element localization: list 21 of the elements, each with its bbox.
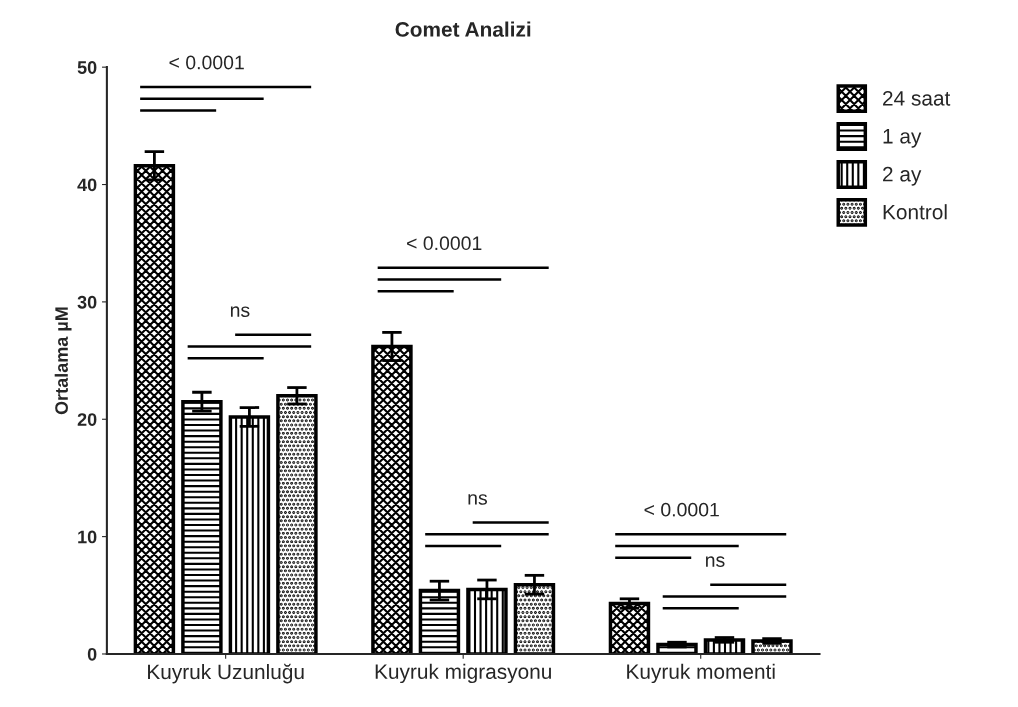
legend-label: 2 ay: [883, 166, 922, 186]
legend-label: 1 ay: [883, 129, 922, 148]
legend-label: 24 saat: [883, 90, 951, 106]
legend-label: Kontrol: [883, 204, 947, 220]
annotation: ns: [468, 494, 488, 505]
annotation: ns: [230, 306, 250, 318]
x-tick-label: Kuyruk Uzunluğu: [148, 663, 304, 684]
y-axis-title: Ortalama µM: [54, 307, 72, 415]
y-tick-label: 0: [87, 647, 97, 661]
annotation: < 0.0001: [169, 55, 244, 70]
x-tick-label: Kuyruk migrasyonu: [375, 663, 551, 684]
annotation: < 0.0001: [644, 502, 719, 517]
annotation: < 0.0001: [407, 236, 482, 251]
chart-title: Comet Analizi: [395, 21, 531, 37]
x-tick-label: Kuyruk momenti: [627, 663, 775, 684]
y-tick-label: 10: [78, 530, 97, 544]
y-tick-label: 30: [77, 295, 97, 309]
y-tick-label: 50: [77, 61, 97, 74]
y-tick-label: 20: [77, 413, 97, 426]
y-tick-label: 40: [77, 178, 97, 192]
annotation: ns: [706, 556, 725, 567]
